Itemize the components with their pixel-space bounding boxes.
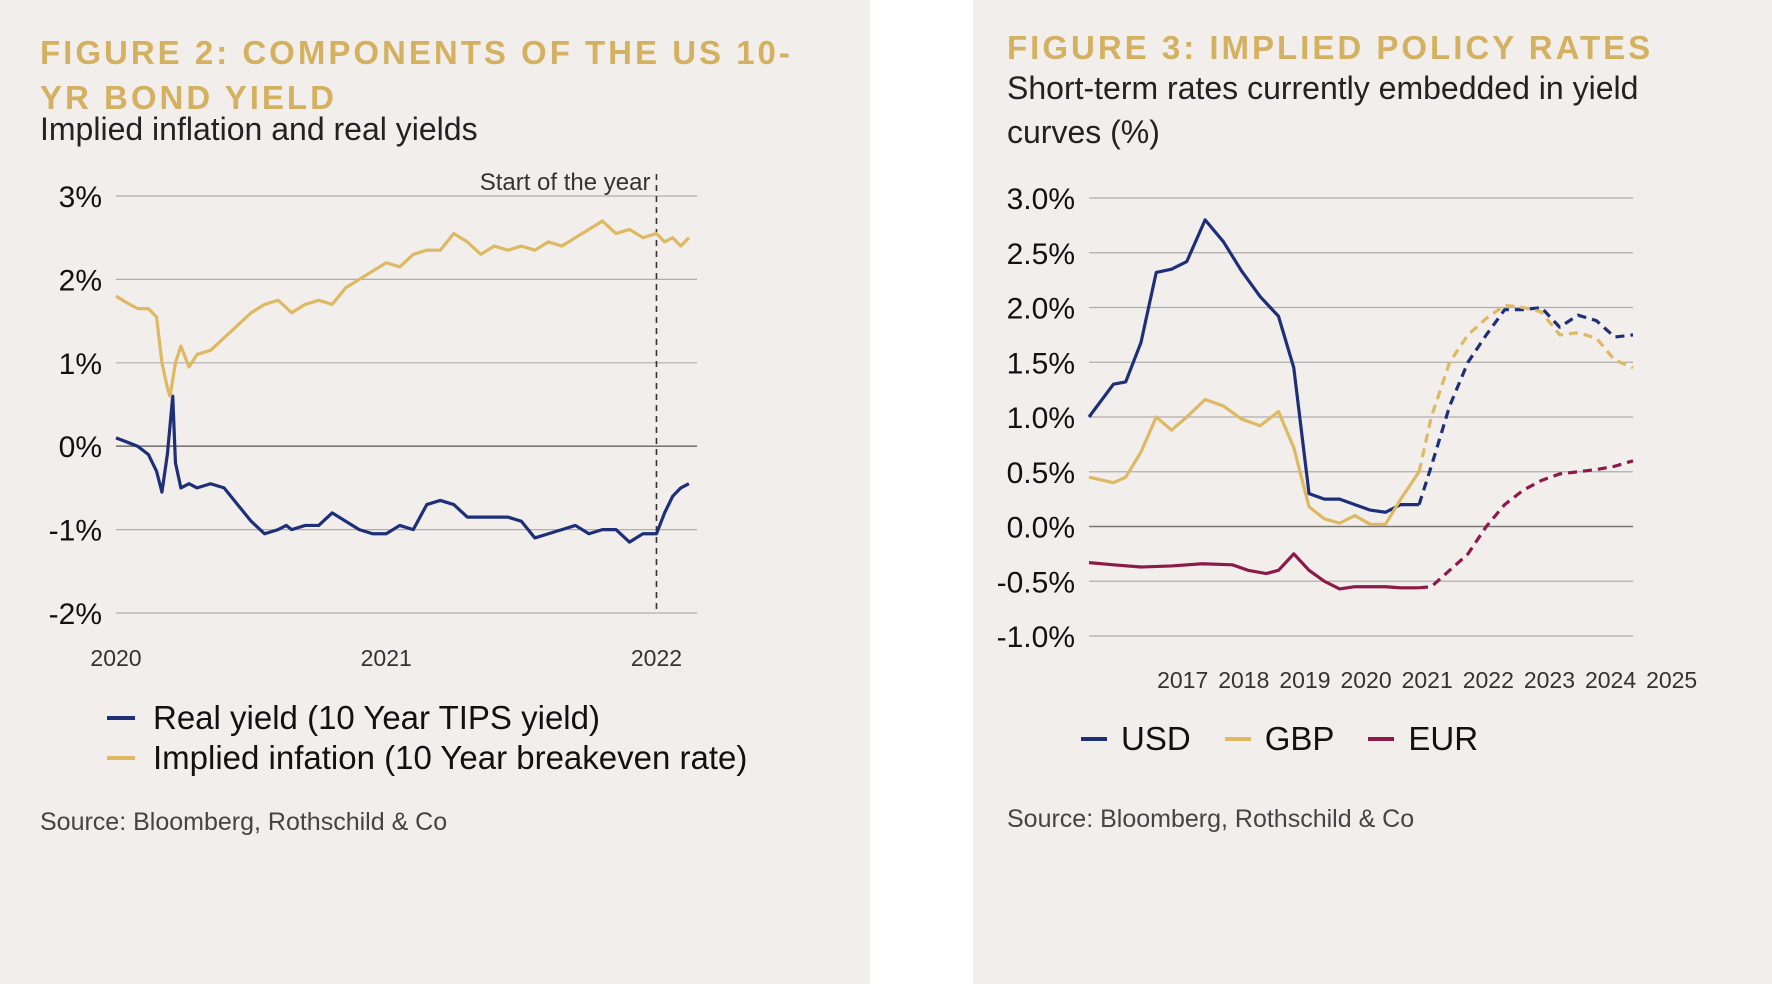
x-tick-label: 2022: [631, 645, 682, 671]
y-tick-label: 2%: [59, 264, 102, 297]
x-tick-label: 2018: [1218, 667, 1269, 693]
legend-item-implied-inflation: Implied infation (10 Year breakeven rate…: [107, 738, 747, 778]
y-tick-label: -0.5%: [997, 566, 1075, 599]
figure-2-source: Source: Bloomberg, Rothschild & Co: [40, 808, 447, 837]
y-tick-label: 2.0%: [1007, 293, 1075, 326]
legend-swatch-usd: [1081, 737, 1107, 741]
y-tick-label: 0%: [59, 431, 102, 464]
x-tick-label: 2022: [1463, 667, 1514, 693]
y-tick-label: -2%: [49, 598, 102, 631]
y-tick-label: 3%: [59, 181, 102, 214]
y-tick-label: 0.5%: [1007, 457, 1075, 490]
legend-swatch-eur: [1368, 737, 1394, 741]
legend-label-real-yield: Real yield (10 Year TIPS yield): [153, 699, 600, 737]
x-tick-label: 2021: [1402, 667, 1453, 693]
series-forecast-line-eur: [1419, 461, 1633, 588]
legend-item-gbp: GBP: [1225, 719, 1335, 759]
legend-swatch-real-yield: [107, 716, 135, 720]
x-tick-label: 2024: [1585, 667, 1636, 693]
x-tick-label: 2023: [1524, 667, 1575, 693]
figure-2-panel: FIGURE 2: COMPONENTS OF THE US 10-YR BON…: [0, 0, 870, 984]
x-tick-label: 2020: [1340, 667, 1391, 693]
y-tick-label: -1.0%: [997, 621, 1075, 654]
series-forecast-line-usd: [1419, 308, 1633, 505]
y-tick-label: -1%: [49, 515, 102, 548]
legend-label-eur: EUR: [1408, 720, 1478, 758]
y-tick-label: 1%: [59, 348, 102, 381]
x-tick-label: 2025: [1646, 667, 1697, 693]
legend-swatch-implied-inflation: [107, 756, 135, 760]
figure-2-chart: 3% 2% 1% 0% -1% -2% 2020 2021 2022 Start of the y…: [0, 0, 870, 700]
start-of-year-label: Start of the year: [480, 169, 651, 196]
x-tick-label: 2021: [361, 645, 412, 671]
series-line-real-yield-10-year-tips-yield: [116, 396, 689, 542]
series-line-implied-infation-10-year-breakeven-rate: [116, 221, 689, 396]
y-tick-label: 1.0%: [1007, 402, 1075, 435]
figure-2-legend: Real yield (10 Year TIPS yield) Implied …: [107, 698, 747, 778]
legend-item-real-yield: Real yield (10 Year TIPS yield): [107, 698, 747, 738]
x-tick-label: 2019: [1279, 667, 1330, 693]
legend-item-eur: EUR: [1368, 719, 1478, 759]
series-line-gbp: [1089, 399, 1419, 524]
y-tick-label: 1.5%: [1007, 347, 1075, 380]
legend-swatch-gbp: [1225, 737, 1251, 741]
x-tick-label: 2017: [1157, 667, 1208, 693]
series-line-eur: [1089, 554, 1419, 589]
legend-label-usd: USD: [1121, 720, 1191, 758]
legend-item-usd: USD: [1081, 719, 1191, 759]
figure-3-chart: 3.0% 2.5% 2.0% 1.5% 1.0% 0.5% 0.0% -0.5% -1.0% 20…: [973, 0, 1772, 720]
figure-3-source: Source: Bloomberg, Rothschild & Co: [1007, 805, 1414, 834]
legend-label-implied-inflation: Implied infation (10 Year breakeven rate…: [153, 739, 747, 777]
figure-3-legend: USD GBP EUR: [1081, 719, 1512, 759]
legend-label-gbp: GBP: [1265, 720, 1335, 758]
figure-3-panel: FIGURE 3: IMPLIED POLICY RATES Short-ter…: [973, 0, 1772, 984]
y-tick-label: 0.0%: [1007, 512, 1075, 545]
x-tick-label: 2020: [90, 645, 141, 671]
series-forecast-line-gbp: [1419, 305, 1633, 471]
y-tick-label: 3.0%: [1007, 183, 1075, 216]
series-line-usd: [1089, 220, 1419, 512]
y-tick-label: 2.5%: [1007, 238, 1075, 271]
